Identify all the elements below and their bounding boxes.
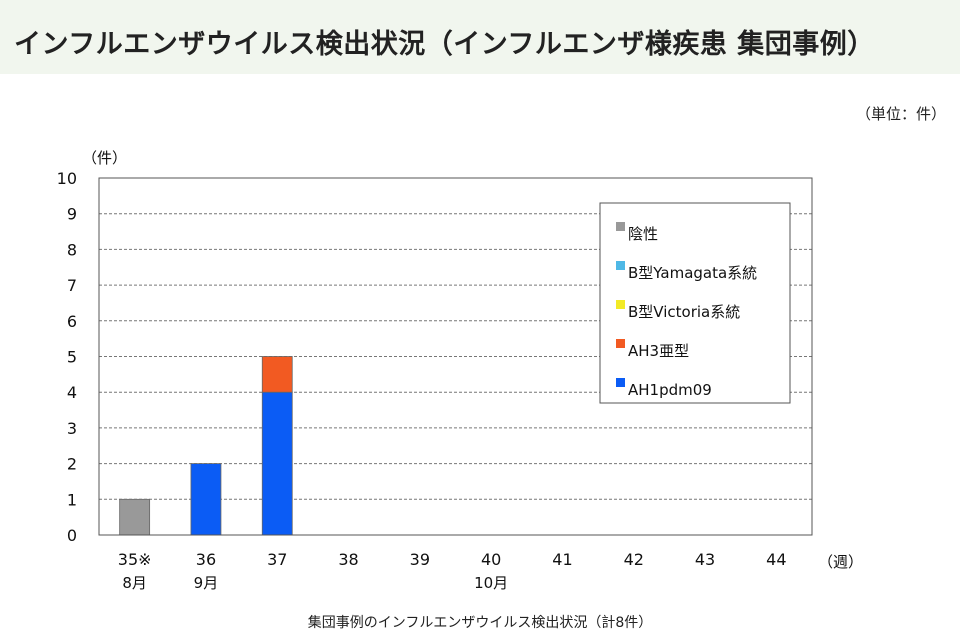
x-tick-label: 36 [196,550,216,569]
x-tick-label: 37 [267,550,287,569]
plot-frame [98,177,813,536]
legend-swatch [616,222,625,231]
y-tick-label: 5 [67,348,77,367]
legend-box [599,202,791,404]
y-tick-label: 1 [67,490,77,509]
y-tick-labels: 0 1 2 3 4 5 6 7 8 9 10 [57,169,77,545]
legend-label: B型Victoria系統 [628,303,740,321]
x-tick-sublabel: 9月 [194,574,219,592]
legend-label: B型Yamagata系統 [628,264,757,282]
title-band [0,0,960,74]
x-tick-label: 40 [481,550,501,569]
bar-segment [261,391,293,536]
x-tick-sublabel: 10月 [474,574,508,592]
x-tick-sublabel: 8月 [122,574,147,592]
bar-segment [119,498,151,536]
y-tick-label: 3 [67,419,77,438]
bars [119,356,293,536]
legend-label: AH1pdm09 [628,381,712,399]
legend-label: 陰性 [628,225,658,243]
y-axis-label: （件） [82,149,127,167]
unit-note: （単位：件） [855,105,946,123]
y-tick-label: 7 [67,276,77,295]
x-tick-label: 43 [695,550,715,569]
y-tick-label: 10 [57,169,77,188]
y-tick-label: 8 [67,240,77,259]
y-tick-label: 9 [67,205,77,224]
x-tick-label: 39 [410,550,430,569]
y-tick-label: 0 [67,526,77,545]
x-tick-label: 42 [624,550,644,569]
bar-segment [261,356,293,393]
chart-caption: 集団事例のインフルエンザウイルス検出状況（計8件） [307,615,653,631]
y-tick-label: 2 [67,455,77,474]
legend-label: AH3亜型 [628,342,689,360]
x-tick-label: 38 [338,550,358,569]
legend-swatch [616,300,625,309]
bar-segment [190,463,222,536]
y-tick-label: 6 [67,312,77,331]
x-tick-labels: 35※ 8月 36 9月 37 38 39 40 10月 41 42 43 44 [118,550,787,592]
grid-lines [99,213,812,500]
legend: 陰性 B型Yamagata系統 B型Victoria系統 AH3亜型 AH1pdm09 [599,202,791,404]
legend-swatch [616,378,625,387]
y-tick-label: 4 [67,383,77,402]
legend-swatch [616,261,625,270]
x-tick-label: 41 [552,550,572,569]
x-tick-label: 35※ [118,550,152,569]
page-title: インフルエンザウイルス検出状況（インフルエンザ様疾患 集団事例） [14,29,875,60]
legend-swatch [616,339,625,348]
x-tick-label: 44 [766,550,786,569]
x-axis-label: （週） [818,553,863,571]
